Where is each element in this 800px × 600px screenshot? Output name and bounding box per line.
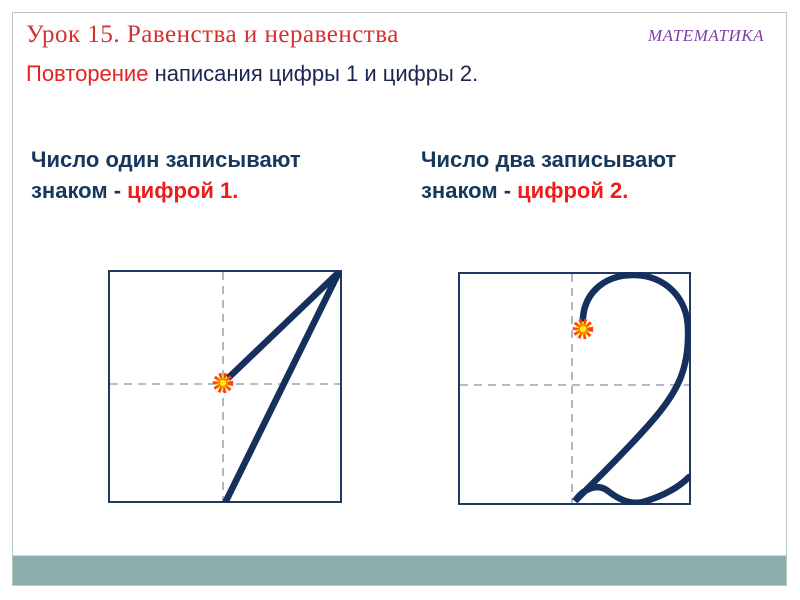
statement-two-line2-accent: цифрой 2. <box>517 178 629 203</box>
statement-number-two: Число два записывают знаком - цифрой 2. <box>421 144 676 206</box>
digit-1-practice-square <box>108 269 342 508</box>
statement-one-line2-accent: цифрой 1. <box>127 178 239 203</box>
subject-label: МАТЕМАТИКА <box>647 26 764 45</box>
statement-one-line2-prefix: знаком - <box>31 178 128 203</box>
start-point-center <box>578 324 588 334</box>
subtitle: Повторение написания цифры 1 и цифры 2. <box>26 61 478 87</box>
slide-frame: Урок 15. Равенства и неравенства МАТЕМАТ… <box>12 12 787 586</box>
practice-square-border <box>458 272 691 505</box>
statement-number-one: Число один записывают знаком - цифрой 1. <box>31 144 301 206</box>
digit-2-stroke <box>572 271 693 506</box>
statement-two-line2-prefix: знаком - <box>421 178 518 203</box>
digit-1-drawing <box>108 269 342 505</box>
lesson-title: Урок 15. Равенства и неравенства <box>26 21 399 48</box>
footer-accent-bar <box>13 555 786 585</box>
digit-2-drawing <box>458 271 693 506</box>
digit-1-stroke <box>219 269 342 505</box>
digit-2-practice-square <box>458 271 693 510</box>
start-point-center <box>218 378 228 388</box>
statement-one-line1: Число один записывают <box>31 147 301 172</box>
subtitle-highlight: Повторение <box>26 61 149 86</box>
stroke-start-marker <box>212 372 234 394</box>
stroke-start-marker <box>572 318 594 340</box>
statement-two-line1: Число два записывают <box>421 147 677 172</box>
subtitle-rest: написания цифры 1 и цифры 2. <box>148 61 479 86</box>
